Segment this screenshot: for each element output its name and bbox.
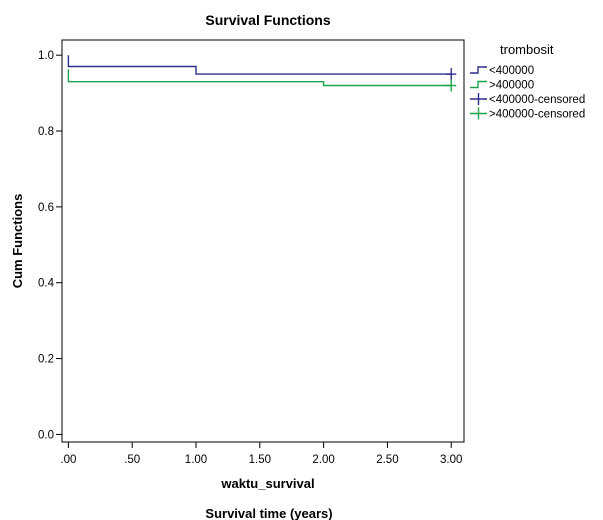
y-tick-label: 0.6 xyxy=(38,202,54,214)
series-line-1 xyxy=(67,69,452,87)
legend-item: <400000 xyxy=(470,65,534,77)
y-axis: 0.0 0.2 0.4 0.6 0.8 1.0 xyxy=(38,50,62,441)
chart-caption: Survival time (years) xyxy=(205,506,332,520)
legend-label: >400000 xyxy=(489,80,534,92)
legend-item: <400000-censored xyxy=(470,93,585,106)
x-tick-label: 3.00 xyxy=(440,454,462,466)
legend-step-icon xyxy=(470,80,487,89)
x-tick-label: .50 xyxy=(124,454,140,466)
legend-item: >400000 xyxy=(470,80,534,92)
y-tick-label: 0.0 xyxy=(38,429,54,441)
series-line-0 xyxy=(67,55,452,75)
x-tick-label: .00 xyxy=(60,454,76,466)
censor-marker xyxy=(446,68,457,81)
y-tick-label: 0.4 xyxy=(38,278,55,290)
censor-marker xyxy=(446,79,457,92)
legend-item: >400000-censored xyxy=(470,107,585,121)
legend-label: >400000-censored xyxy=(489,109,585,121)
y-tick-label: 0.8 xyxy=(38,126,54,138)
y-tick-label: 0.2 xyxy=(38,354,54,366)
legend-title: trombosit xyxy=(500,42,554,57)
legend-label: <400000-censored xyxy=(489,94,585,106)
x-axis-title: waktu_survival xyxy=(220,476,314,491)
x-tick-label: 1.50 xyxy=(249,454,271,466)
x-axis: .00 .50 1.00 1.50 2.00 2.50 3.00 xyxy=(60,442,462,466)
y-axis-title: Cum Functions xyxy=(10,194,25,289)
legend-label: <400000 xyxy=(489,65,534,77)
plot-area xyxy=(61,39,465,443)
legend: <400000 >400000 <400000-censored >400000-ce… xyxy=(470,65,585,121)
x-tick-label: 2.50 xyxy=(376,454,398,466)
x-tick-label: 1.00 xyxy=(185,454,207,466)
chart-title: Survival Functions xyxy=(205,12,330,28)
x-tick-label: 2.00 xyxy=(312,454,334,466)
legend-step-icon xyxy=(470,66,487,74)
series-layer xyxy=(67,55,457,92)
y-tick-label: 1.0 xyxy=(38,50,54,62)
